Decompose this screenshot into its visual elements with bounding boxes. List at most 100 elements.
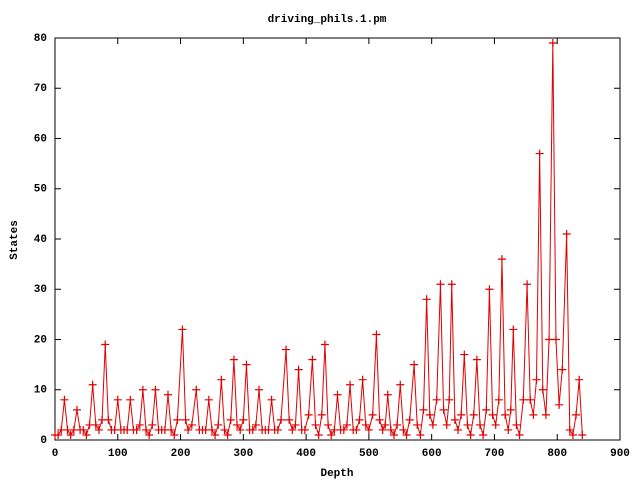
data-point	[217, 375, 226, 384]
y-tick-label: 80	[34, 33, 47, 45]
data-point	[239, 415, 248, 424]
data-point	[361, 420, 370, 429]
data-point	[519, 395, 528, 404]
data-point	[226, 415, 235, 424]
data-point	[233, 420, 242, 429]
chart-title: driving_phils.1.pm	[268, 14, 387, 26]
data-point	[396, 380, 405, 389]
data-point	[428, 420, 437, 429]
y-tick-label: 0	[40, 435, 47, 447]
data-point	[555, 400, 564, 409]
data-point	[390, 430, 398, 439]
data-point	[135, 420, 144, 429]
data-point	[142, 425, 151, 434]
data-point	[479, 430, 488, 439]
data-point	[501, 410, 510, 419]
data-point	[192, 385, 201, 394]
data-point	[364, 425, 373, 434]
data-point	[273, 425, 282, 434]
data-point	[181, 415, 190, 424]
data-point	[285, 415, 294, 424]
data-point	[454, 425, 463, 434]
data-point	[526, 395, 535, 404]
data-point	[317, 410, 326, 419]
data-point	[79, 425, 88, 434]
data-point	[383, 390, 392, 399]
data-point	[445, 395, 454, 404]
data-point	[229, 355, 238, 364]
data-point	[413, 420, 422, 429]
data-point	[314, 430, 323, 439]
data-point	[548, 39, 557, 48]
data-point	[91, 420, 100, 429]
data-point	[558, 365, 567, 374]
x-tick-label: 500	[359, 448, 379, 460]
data-point	[432, 395, 441, 404]
data-point	[207, 425, 216, 434]
data-point	[416, 430, 425, 439]
data-point	[251, 420, 260, 429]
x-tick-label: 200	[171, 448, 191, 460]
x-tick-label: 100	[108, 448, 128, 460]
data-point	[333, 390, 342, 399]
data-point	[214, 420, 223, 429]
data-point	[167, 425, 176, 434]
data-point	[488, 410, 497, 419]
data-point	[504, 425, 513, 434]
data-point	[94, 425, 103, 434]
data-point	[82, 430, 91, 439]
x-tick-label: 600	[422, 448, 442, 460]
data-point	[476, 420, 485, 429]
data-point	[572, 410, 581, 419]
data-point	[535, 149, 544, 158]
data-point	[494, 395, 503, 404]
data-point	[204, 395, 213, 404]
data-point	[509, 325, 518, 334]
data-point	[101, 340, 110, 349]
data-point	[368, 410, 377, 419]
data-point	[294, 365, 303, 374]
x-tick-label: 300	[233, 448, 253, 460]
x-tick-label: 400	[296, 448, 316, 460]
data-point	[372, 330, 381, 339]
data-point	[506, 405, 515, 414]
data-point	[422, 295, 431, 304]
data-point	[466, 430, 475, 439]
data-point	[575, 375, 584, 384]
data-point	[352, 425, 361, 434]
data-point	[457, 410, 466, 419]
data-point	[497, 255, 506, 264]
data-point	[132, 425, 141, 434]
data-point	[187, 420, 196, 429]
data-point	[308, 355, 317, 364]
data-point	[277, 415, 285, 424]
y-axis-label: States	[9, 220, 21, 260]
data-point	[327, 430, 336, 439]
data-point	[472, 355, 481, 364]
data-point	[126, 395, 135, 404]
data-point	[184, 425, 193, 434]
data-point	[145, 430, 154, 439]
data-point	[339, 425, 348, 434]
data-point	[515, 430, 524, 439]
data-point	[255, 385, 264, 394]
data-point	[512, 420, 521, 429]
data-point	[54, 430, 63, 439]
data-point	[173, 415, 182, 424]
data-point	[66, 430, 75, 439]
data-point	[223, 430, 232, 439]
data-point	[463, 420, 472, 429]
data-point	[375, 415, 384, 424]
data-point	[562, 229, 571, 238]
data-point	[311, 420, 320, 429]
data-point	[450, 415, 459, 424]
data-point	[88, 380, 97, 389]
data-point	[491, 420, 500, 429]
data-point	[220, 425, 229, 434]
data-point	[485, 285, 494, 294]
data-point	[568, 430, 577, 439]
y-tick-label: 30	[34, 284, 47, 296]
data-point	[178, 325, 187, 334]
data-point	[300, 425, 309, 434]
